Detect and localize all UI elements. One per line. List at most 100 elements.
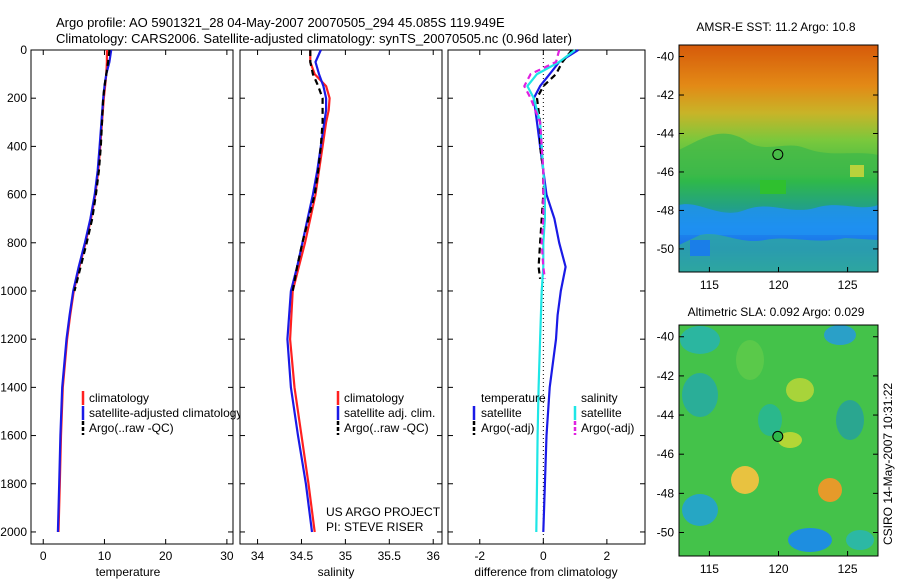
- x-tick-label: 10: [98, 549, 112, 563]
- y-tick-label: -44: [657, 408, 675, 422]
- difference-panel: -2 0 2 difference from climatology tempera…: [447, 49, 646, 579]
- y-tick-label: 1400: [0, 380, 27, 394]
- sla-eddy: [736, 340, 764, 380]
- y-tick-label: 200: [7, 91, 27, 105]
- series-line-argo-raw-qc-: [291, 50, 324, 292]
- y-tick-label: -42: [657, 88, 675, 102]
- y-tick-label: -46: [657, 447, 675, 461]
- sla-field: [679, 325, 878, 556]
- temperature-series: [56, 49, 113, 533]
- legend-label-argo: Argo(..raw -QC): [344, 421, 429, 435]
- y-tick-label: -42: [657, 369, 675, 383]
- sla-map-panel: Altimetric SLA: 0.092 Argo: 0.029 115 120…: [657, 305, 879, 576]
- series-line-argo-raw-qc-: [73, 49, 111, 292]
- x-tick-label: 125: [838, 562, 858, 576]
- difference-xlabel: difference from climatology: [474, 565, 617, 579]
- x-tick-label: 20: [159, 549, 173, 563]
- x-tick-label: 115: [700, 562, 719, 576]
- sst-field: [679, 45, 878, 272]
- series-line-temperature-argo-adj-: [535, 49, 573, 280]
- sla-eddy: [680, 326, 720, 354]
- salinity-legend: climatology satellite adj. clim. Argo(..…: [336, 391, 435, 435]
- x-tick-label: 34: [251, 549, 265, 563]
- y-tick-label: 600: [7, 188, 27, 202]
- x-tick-label: 0: [40, 549, 47, 563]
- y-tick-label: -50: [657, 526, 675, 540]
- legend-label-temp-argo: Argo(-adj): [481, 421, 534, 435]
- credit-project: US ARGO PROJECT: [326, 505, 441, 519]
- x-tick-label: 34.5: [290, 549, 314, 563]
- salinity-panel: 34 34.5 35 35.5 36 salinity climatology sate…: [239, 49, 443, 579]
- temperature-axes: [30, 49, 234, 545]
- x-tick-label: 120: [768, 562, 788, 576]
- x-tick-label: 0: [540, 549, 547, 563]
- legend-label-sal-argo: Argo(-adj): [581, 421, 634, 435]
- sst-map-panel: AMSR-E SST: 11.2 Argo: 10.8 115 120 125 -40…: [657, 20, 879, 292]
- sst-map-ticks: 115 120 125 -40 -42 -44 -46 -48 -50: [657, 50, 878, 292]
- series-line-salinity-argo-adj-: [523, 49, 561, 280]
- y-tick-label: -40: [657, 330, 675, 344]
- salinity-series: [286, 49, 331, 533]
- sst-map-title: AMSR-E SST: 11.2 Argo: 10.8: [696, 20, 856, 34]
- side-timestamp-label: CSIRO 14-May-2007 10:31:22: [881, 383, 895, 545]
- legend-label-satellite: satellite-adjusted climatology: [89, 406, 242, 420]
- x-tick-label: 115: [700, 278, 719, 292]
- x-tick-label: 35: [339, 549, 353, 563]
- y-tick-label: -50: [657, 242, 675, 256]
- sla-eddy-warm: [731, 466, 759, 494]
- y-tick-label: 2000: [0, 525, 27, 539]
- legend-heading-temperature: temperature: [481, 391, 546, 405]
- legend-label-climatology: climatology: [344, 391, 404, 405]
- y-tick-label: 0: [20, 43, 27, 57]
- argo-location-marker: [772, 148, 784, 160]
- legend-heading-salinity: salinity: [581, 391, 618, 405]
- x-tick-label: 36: [427, 549, 441, 563]
- sst-patch: [690, 240, 710, 256]
- y-tick-label: 1800: [0, 477, 27, 491]
- series-line-satellite-adj-clim-: [286, 49, 328, 533]
- y-tick-label: -44: [657, 126, 675, 140]
- sst-cold-band: [679, 204, 878, 235]
- legend-label-sal-satellite: satellite: [581, 406, 622, 420]
- sla-eddy: [778, 432, 802, 448]
- y-tick-label: -48: [657, 203, 675, 217]
- difference-legend: temperature satellite Argo(-adj) salinit…: [472, 391, 634, 435]
- sst-patch: [760, 180, 786, 194]
- credit-pi: PI: STEVE RISER: [326, 520, 424, 534]
- sla-eddy: [682, 494, 718, 526]
- x-tick-label: -2: [474, 549, 485, 563]
- series-line-temperature-satellite: [532, 49, 579, 533]
- sla-eddy: [682, 373, 718, 417]
- figure-title-line1: Argo profile: AO 5901321_28 04-May-2007 …: [56, 15, 505, 30]
- x-tick-label: 30: [220, 549, 234, 563]
- temperature-panel: 0 10 20 30 0 200 400 600 800 1000 1200 1400 1600 1800…: [0, 43, 242, 579]
- sla-eddy: [846, 530, 874, 550]
- y-tick-label: -40: [657, 50, 675, 64]
- y-tick-label: 1200: [0, 332, 27, 346]
- salinity-ticks: 34 34.5 35 35.5 36: [240, 49, 442, 563]
- salinity-xlabel: salinity: [318, 565, 355, 579]
- y-tick-label: 1600: [0, 429, 27, 443]
- series-line-climatology: [289, 50, 331, 533]
- sla-eddy: [758, 404, 782, 436]
- sst-front: [679, 133, 878, 175]
- legend-label-temp-satellite: satellite: [481, 406, 522, 420]
- series-line-salinity-satellite: [526, 49, 576, 533]
- series-line-satellite-adjusted-climatology: [56, 49, 113, 533]
- x-tick-label: 125: [838, 278, 858, 292]
- temperature-xlabel: temperature: [96, 565, 161, 579]
- y-tick-label: 1000: [0, 284, 27, 298]
- difference-ticks: -2 0 2: [448, 49, 645, 563]
- x-tick-label: 35.5: [378, 549, 402, 563]
- sst-southern-water: [679, 233, 878, 272]
- y-tick-label: -46: [657, 165, 675, 179]
- sla-map-title: Altimetric SLA: 0.092 Argo: 0.029: [688, 305, 865, 319]
- sla-eddy: [824, 325, 856, 345]
- sla-map-ticks: 115 120 125 -40 -42 -44 -46 -48 -50: [657, 330, 878, 576]
- legend-label-satellite: satellite adj. clim.: [344, 406, 435, 420]
- argo-location-marker: [772, 430, 784, 442]
- x-tick-label: 2: [604, 549, 611, 563]
- sla-eddy: [788, 528, 832, 552]
- sst-warm-patch: [850, 165, 864, 177]
- sla-eddy-warm: [818, 478, 842, 502]
